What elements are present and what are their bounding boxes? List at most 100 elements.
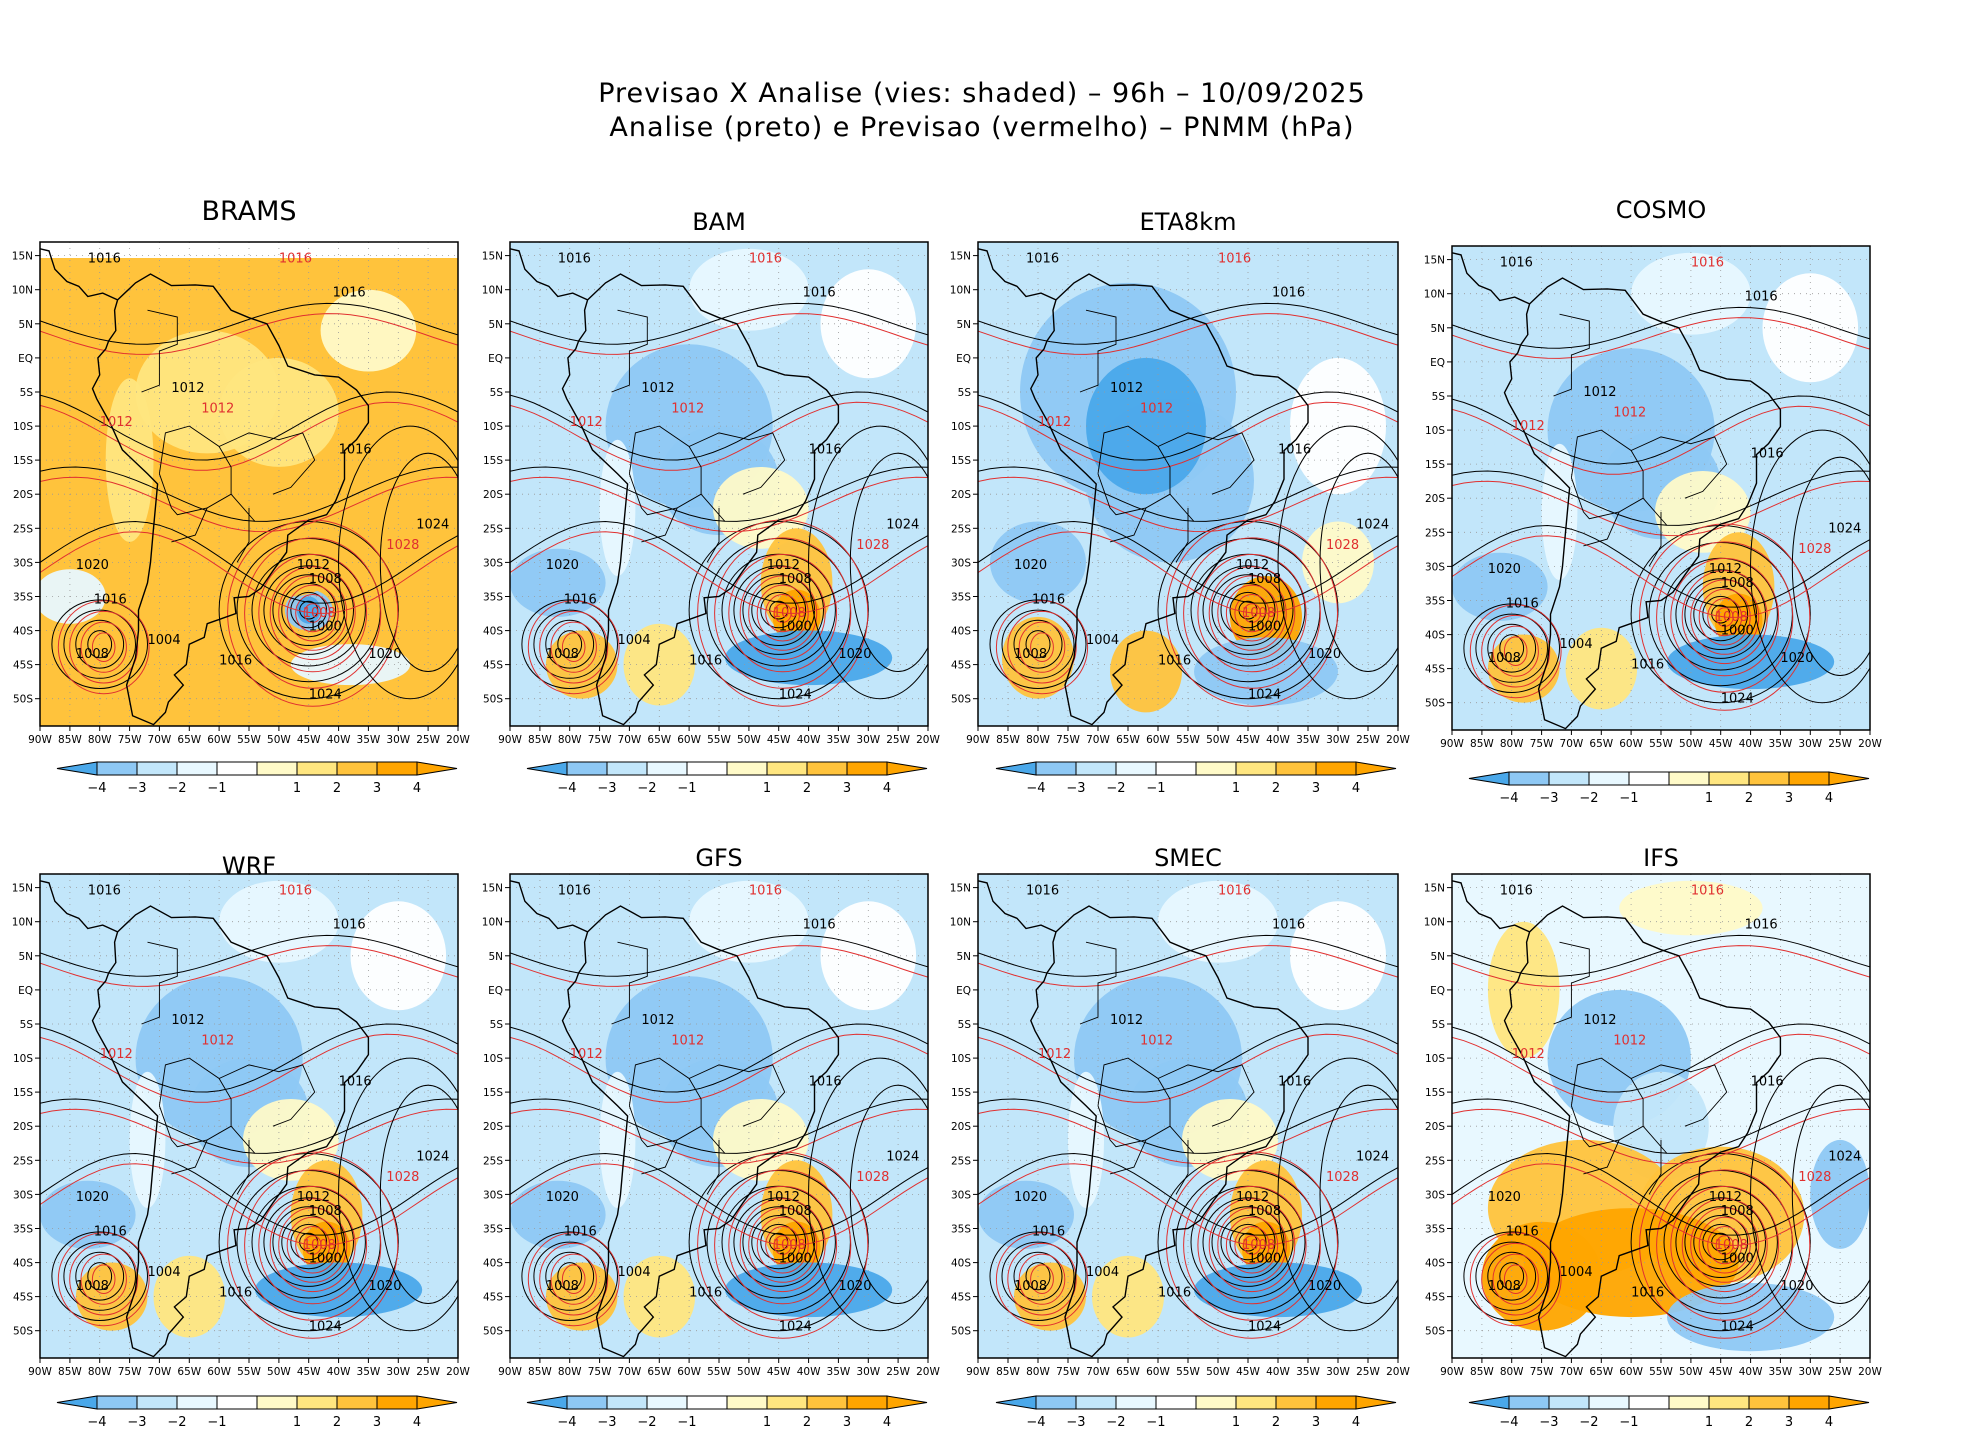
- isobar-label: 1016: [1691, 256, 1724, 271]
- country-border: [706, 507, 720, 563]
- lon-tick-label: 65W: [647, 734, 671, 746]
- country-border: [1642, 497, 1668, 526]
- bias-shade: [1290, 357, 1386, 495]
- lat-tick-label: 45S: [13, 1292, 33, 1304]
- lon-tick-label: 45W: [1709, 738, 1733, 750]
- bias-shade: [990, 521, 1086, 604]
- forecast-isobar: [527, 600, 620, 695]
- colorbar-swatch: [846, 761, 888, 776]
- lon-tick-label: 90W: [966, 1366, 990, 1378]
- bias-background: [1452, 246, 1870, 730]
- lon-tick-label: 60W: [1619, 1366, 1643, 1378]
- bias-shade: [1302, 521, 1374, 604]
- analysis-isobar: [510, 302, 928, 345]
- isobar-label: 1012: [1038, 1047, 1071, 1062]
- forecast-isobar: [510, 531, 928, 614]
- lat-tick-label: 15N: [482, 251, 503, 263]
- colorbar-label: −3: [1539, 1415, 1558, 1430]
- forecast-isobar: [1707, 598, 1743, 637]
- country-border: [628, 1057, 702, 1148]
- colorbar-swatch: [1548, 1395, 1590, 1410]
- isobar-label: 1016: [558, 884, 591, 899]
- colorbar-label: 3: [843, 781, 851, 796]
- forecast-isobar: [714, 1169, 852, 1321]
- colorbar-swatch: [646, 761, 688, 776]
- lon-tick-label: 65W: [177, 1366, 201, 1378]
- analysis-isobar: [1277, 1057, 1398, 1332]
- analysis-isobar: [1452, 306, 1870, 349]
- analysis-isobar: [978, 1152, 1398, 1236]
- isobar-label: 1020: [1308, 647, 1341, 662]
- analysis-isobar: [40, 1023, 458, 1093]
- forecast-isobar: [1007, 610, 1077, 684]
- isobar-label: 1020: [76, 558, 109, 573]
- analysis-isobar: [688, 521, 869, 700]
- map-plot-area: 1000100810081012101610161012101610201024…: [482, 241, 940, 746]
- colorbar-label: −4: [87, 1415, 106, 1430]
- lon-tick-label: 60W: [1146, 1366, 1170, 1378]
- bias-shade: [284, 589, 333, 631]
- lon-tick-label: 60W: [1146, 734, 1170, 746]
- colorbar-swatch: [1628, 771, 1670, 786]
- colorbar-swatch: [1628, 1395, 1670, 1410]
- lat-tick-label: 45S: [1425, 664, 1445, 676]
- forecast-isobar: [1452, 317, 1870, 359]
- isobar-label: 1012: [641, 1013, 674, 1028]
- panel-title: IFS: [1643, 844, 1679, 872]
- forecast-isobar: [80, 1253, 127, 1305]
- lat-tick-label: 15S: [1425, 1087, 1445, 1099]
- forecast-isobar: [40, 1163, 458, 1246]
- colorbar-swatch: [646, 1395, 688, 1410]
- lon-tick-label: 40W: [327, 1366, 351, 1378]
- isobar-label: 1008: [76, 1279, 109, 1294]
- forecast-isobar: [978, 1033, 1398, 1103]
- forecast-isobar: [1469, 604, 1562, 699]
- lat-tick-label: 15S: [13, 1087, 33, 1099]
- bias-shade: [243, 528, 339, 597]
- colorbar-label: 4: [883, 781, 891, 796]
- lat-tick-label: 10S: [1425, 1053, 1445, 1065]
- country-border: [1553, 313, 1590, 397]
- colorbar-label: −3: [127, 1415, 146, 1430]
- analysis-isobar: [1475, 613, 1548, 683]
- isobar-label: 1020: [1014, 558, 1047, 573]
- bias-shade: [689, 248, 809, 331]
- bias-shade: [605, 344, 773, 508]
- isobar-label: 1004: [618, 1265, 651, 1280]
- colorbar-swatch: [256, 1395, 298, 1410]
- analysis-isobar: [87, 1262, 113, 1291]
- lon-tick-label: 25W: [1828, 738, 1852, 750]
- colorbar-swatch: [1275, 1395, 1317, 1410]
- colorbar-swatch: [1508, 771, 1550, 786]
- lon-tick-label: 80W: [1500, 738, 1524, 750]
- lon-tick-label: 75W: [1056, 1366, 1080, 1378]
- lon-tick-label: 90W: [498, 1366, 522, 1378]
- analysis-isobar: [688, 1153, 869, 1332]
- bias-shade: [219, 357, 339, 467]
- lon-tick-label: 80W: [1026, 734, 1050, 746]
- isobar-label: 1016: [1631, 1286, 1664, 1301]
- country-border: [1175, 1139, 1189, 1195]
- forecast-isobar: [1656, 541, 1794, 693]
- analysis-isobar: [1452, 470, 1870, 526]
- forecast-isobar: [1690, 1207, 1760, 1283]
- country-border: [1109, 1139, 1147, 1175]
- lon-tick-label: 30W: [1798, 738, 1822, 750]
- colorbar-label: 1: [763, 781, 771, 796]
- lat-tick-label: 35S: [951, 592, 971, 604]
- forecast-isobar: [1452, 1163, 1870, 1246]
- lon-tick-label: 55W: [707, 1366, 731, 1378]
- isobar-label: 1020: [1488, 562, 1521, 577]
- lat-tick-label: 35S: [1425, 1224, 1445, 1236]
- lon-tick-label: 35W: [1769, 1366, 1793, 1378]
- isobar-label: 1008: [1715, 1238, 1748, 1253]
- bias-background: [510, 242, 928, 726]
- bias-shade: [1613, 1071, 1709, 1181]
- bias-shade: [623, 1255, 696, 1338]
- analysis-isobar: [545, 1251, 595, 1301]
- forecast-isobar: [227, 519, 399, 707]
- lat-tick-label: 40S: [483, 1258, 503, 1270]
- forecast-isobar: [1234, 1226, 1270, 1265]
- colorbar-swatch: [886, 761, 928, 776]
- analysis-isobar: [533, 609, 606, 679]
